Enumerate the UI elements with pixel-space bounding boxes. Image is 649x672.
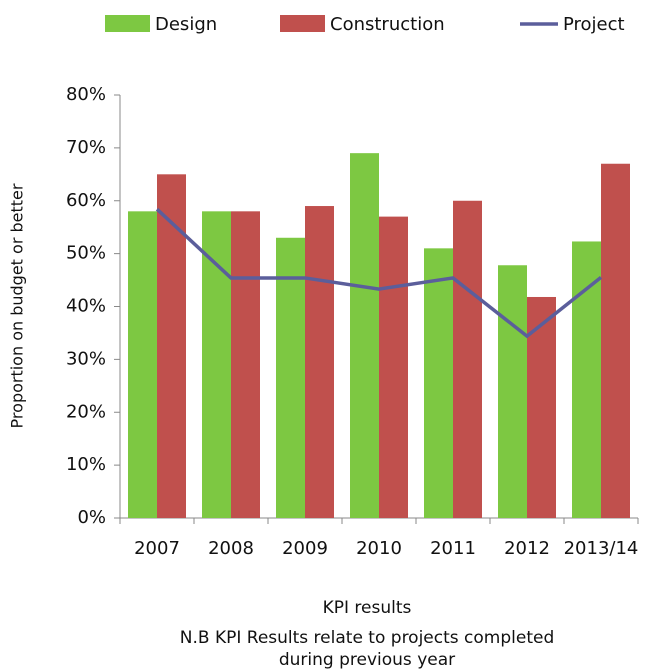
y-tick-label: 60%: [66, 190, 106, 211]
bar: [276, 237, 305, 518]
line: [155, 207, 603, 339]
y-tick-label: 0%: [77, 507, 106, 528]
x-axis-title: KPI results: [323, 598, 412, 618]
bar: [527, 296, 556, 518]
bar: [453, 200, 482, 518]
y-axis-title: Proportion on budget or better: [8, 183, 27, 428]
x-tick-label: 2012: [504, 538, 550, 559]
x-tick-label: 2009: [282, 538, 328, 559]
y-tick-label: 40%: [66, 296, 106, 317]
y-tick-label: 80%: [66, 84, 106, 105]
legend-swatch: [280, 15, 325, 32]
bar: [601, 163, 630, 519]
x-tick-label: 2011: [430, 538, 476, 559]
legend-label: Construction: [330, 14, 445, 35]
bar: [498, 265, 527, 518]
x-tick-label: 2008: [208, 538, 254, 559]
y-tick-label: 10%: [66, 454, 106, 475]
y-tick-label: 20%: [66, 401, 106, 422]
x-tick-label: 2010: [356, 538, 402, 559]
bar: [128, 211, 157, 518]
y-tick-label: 30%: [66, 348, 106, 369]
bar: [157, 174, 186, 518]
legend-swatch: [105, 15, 150, 32]
x-tick-label: 2007: [134, 538, 180, 559]
y-tick-label: 70%: [66, 137, 106, 158]
legend-label: Project: [563, 14, 625, 35]
bar: [424, 248, 453, 518]
note: N.B KPI Results relate to projects compl…: [180, 628, 554, 648]
x-tick-label: 2013/14: [564, 538, 639, 559]
bar: [305, 206, 334, 518]
bar: [379, 216, 408, 519]
note: during previous year: [279, 650, 455, 670]
y-tick-label: 50%: [66, 243, 106, 264]
bar: [231, 211, 260, 518]
legend-label: Design: [155, 14, 217, 35]
bar: [350, 153, 379, 518]
